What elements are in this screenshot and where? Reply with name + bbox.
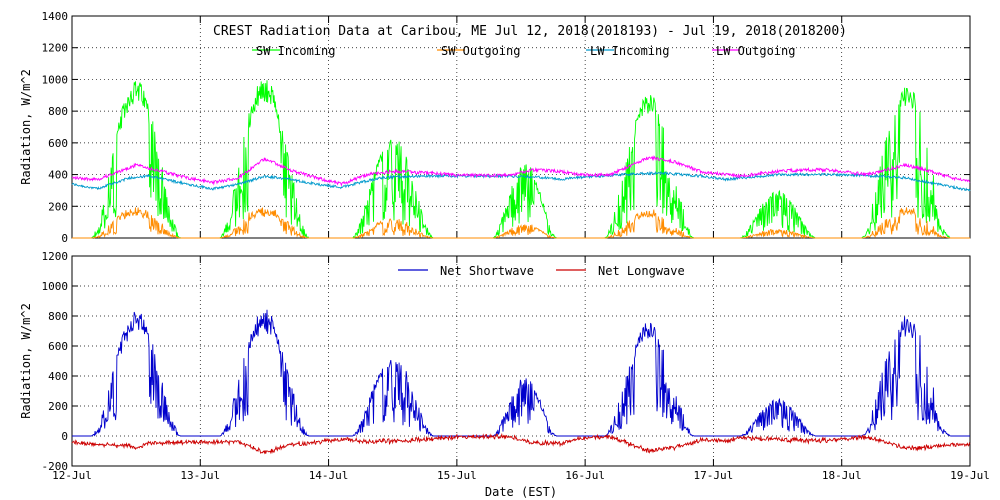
legend-label: Net Shortwave — [440, 264, 534, 278]
series-line-sw-incoming — [72, 80, 970, 239]
x-tick-label: 17-Jul — [694, 469, 734, 482]
x-tick-label: 13-Jul — [180, 469, 220, 482]
y-tick-label: 0 — [61, 232, 68, 245]
y-tick-label: 1000 — [42, 280, 69, 293]
x-tick-label: 12-Jul — [52, 469, 92, 482]
bottom-panel: -200 0 200 400 600 800 1000 1200 12-Jul 13-Jul 14-… — [19, 250, 990, 499]
x-tick-label: 18-Jul — [822, 469, 862, 482]
series-line-sw-outgoing — [72, 207, 970, 240]
y-axis-label: Radiation, W/m^2 — [19, 69, 33, 185]
top-panel: 0 200 400 600 800 1000 1200 1400 Radiation, W/m^… — [19, 10, 971, 245]
x-axis-label: Date (EST) — [485, 485, 557, 499]
chart-title: CREST Radiation Data at Caribou, ME Jul … — [213, 24, 847, 39]
x-tick-label: 15-Jul — [437, 469, 477, 482]
y-tick-label: 1000 — [42, 73, 69, 86]
legend-label: LW Outgoing — [716, 44, 795, 58]
y-tick-label: 1200 — [42, 250, 69, 263]
legend-label: SW Incoming — [256, 44, 335, 58]
series-line-net-longwave — [71, 432, 971, 455]
y-tick-label: 600 — [48, 340, 68, 353]
plot-frame — [71, 15, 971, 239]
series-line-lw-outgoing — [71, 155, 971, 187]
y-tick-label: -200 — [42, 460, 69, 473]
legend-label: SW Outgoing — [441, 44, 520, 58]
legend-label: LW Incoming — [590, 44, 669, 58]
x-tick-label: 19-Jul — [950, 469, 990, 482]
y-tick-label: 200 — [48, 200, 68, 213]
y-tick-label: 800 — [48, 310, 68, 323]
y-tick-label: 1200 — [42, 42, 69, 55]
y-tick-label: 400 — [48, 169, 68, 182]
y-tick-label: 0 — [61, 430, 68, 443]
y-tick-label: 600 — [48, 137, 68, 150]
series-line-lw-incoming — [71, 170, 971, 192]
y-tick-label: 800 — [48, 105, 68, 118]
plot-frame — [71, 255, 971, 467]
y-tick-label: 1400 — [42, 10, 69, 23]
y-tick-label: 200 — [48, 400, 68, 413]
series-line-net-shortwave — [72, 309, 970, 437]
x-tick-label: 14-Jul — [309, 469, 349, 482]
legend-label: Net Longwave — [598, 264, 685, 278]
y-tick-label: 400 — [48, 370, 68, 383]
x-tick-label: 16-Jul — [565, 469, 605, 482]
y-axis-label: Radiation, W/m^2 — [19, 303, 33, 419]
